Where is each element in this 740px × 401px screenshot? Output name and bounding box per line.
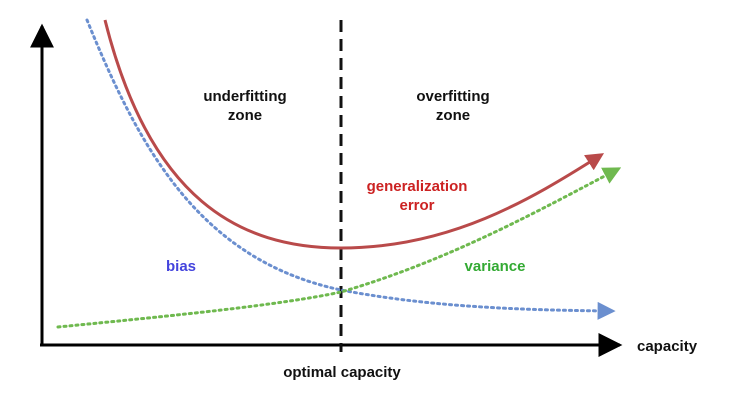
x-axis-label: capacity <box>637 338 698 355</box>
generalization-error-curve <box>103 19 605 250</box>
overfitting-zone-label-line2: zone <box>436 107 470 124</box>
generalization-error-label-line1: generalization <box>367 178 468 195</box>
bias-label: bias <box>166 258 196 275</box>
optimal-capacity-label: optimal capacity <box>283 364 401 381</box>
underfitting-zone-label-line2: zone <box>228 107 262 124</box>
generalization-error-label-line2: error <box>399 197 434 214</box>
variance-label: variance <box>465 258 526 275</box>
underfitting-zone-label-line1: underfitting <box>203 88 286 105</box>
bias-curve <box>85 18 616 320</box>
variance-curve <box>56 167 622 329</box>
overfitting-zone-label-line1: overfitting <box>416 88 489 105</box>
